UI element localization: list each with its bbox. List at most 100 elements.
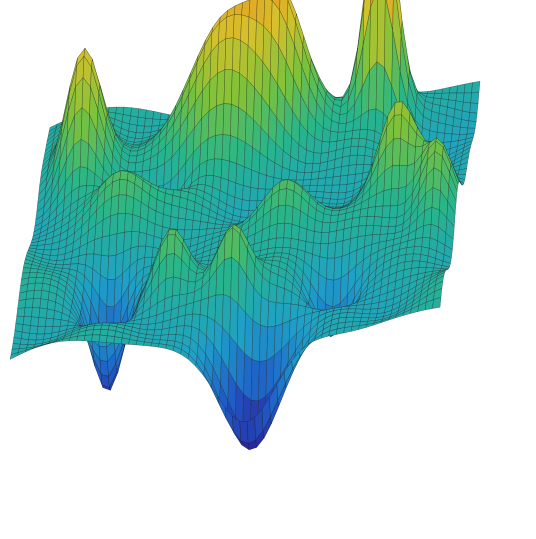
surface-facet xyxy=(166,234,176,255)
surface-facet xyxy=(267,300,277,328)
surface-facet xyxy=(167,334,177,342)
surface-facet xyxy=(347,308,357,314)
surface-facet xyxy=(106,335,115,344)
surface-facet xyxy=(362,303,372,310)
surface-facet xyxy=(449,85,459,94)
surface-facet xyxy=(470,92,480,104)
surface-facet xyxy=(369,308,379,315)
surface-facet xyxy=(469,102,479,114)
surface-facet xyxy=(314,219,323,233)
surface-facet xyxy=(303,172,313,181)
surface-facet xyxy=(411,260,421,269)
surface-facet xyxy=(374,108,384,136)
surface-facet xyxy=(107,329,116,337)
surface-facet xyxy=(22,267,31,274)
surface-facet xyxy=(44,326,54,335)
surface-facet xyxy=(36,326,46,335)
surface-facet xyxy=(46,308,55,320)
surface-facet xyxy=(407,142,416,167)
surface-facet xyxy=(106,279,116,308)
surface-facet xyxy=(35,277,44,284)
surface-facet xyxy=(151,118,161,127)
surface-facet xyxy=(130,107,140,118)
surface-facet xyxy=(115,231,125,256)
surface-facet xyxy=(387,226,397,235)
surface-facet xyxy=(359,207,369,218)
surface-facet xyxy=(128,155,138,164)
surface-facet xyxy=(310,171,320,180)
surface-facet xyxy=(93,324,103,330)
surface-facet xyxy=(341,155,351,167)
surface-facet xyxy=(413,246,422,255)
surface-facet xyxy=(382,188,392,207)
surface-facet xyxy=(135,125,145,134)
surface-facet xyxy=(331,184,340,194)
surface-facet xyxy=(463,92,472,104)
surface-facet xyxy=(144,118,153,127)
surface-facet xyxy=(308,185,318,192)
surface-facet xyxy=(32,298,41,309)
surface-facet xyxy=(322,191,332,200)
surface-facet xyxy=(22,324,31,334)
surface-facet xyxy=(346,174,356,185)
surface-facet xyxy=(167,229,177,236)
surface-facet xyxy=(448,92,457,102)
surface-facet xyxy=(224,37,234,70)
surface-facet xyxy=(237,107,247,143)
surface-facet xyxy=(302,179,312,187)
surface-facet xyxy=(240,209,249,218)
surface-facet xyxy=(337,192,347,200)
surface-facet xyxy=(34,282,43,291)
surface-facet xyxy=(231,69,240,108)
surface-facet xyxy=(324,176,334,186)
surface-facet xyxy=(344,130,353,141)
surface-facet xyxy=(239,40,249,80)
surface-facet xyxy=(99,359,109,377)
surface-facet xyxy=(318,169,328,179)
surface-facet xyxy=(351,129,361,139)
surface-facet xyxy=(325,278,334,308)
surface-facet xyxy=(108,233,118,257)
surface-facet xyxy=(250,169,260,189)
surface-facet xyxy=(119,170,129,181)
surface-facet xyxy=(343,326,353,334)
surface-facet xyxy=(349,146,359,156)
surface-facet xyxy=(241,0,251,18)
surface-facet xyxy=(241,199,250,211)
surface-facet xyxy=(268,282,278,304)
surface-facet xyxy=(184,218,194,231)
surface-facet xyxy=(55,259,65,265)
surface-facet xyxy=(283,222,293,239)
surface-facet xyxy=(91,334,101,343)
surface-facet xyxy=(320,232,330,244)
surface-facet xyxy=(192,220,201,230)
surface-facet xyxy=(311,163,321,173)
surface-facet xyxy=(230,256,240,305)
surface-facet xyxy=(183,229,193,241)
surface-facet xyxy=(22,316,32,326)
surface-facet xyxy=(222,103,232,136)
surface-facet xyxy=(367,206,376,217)
surface-facet xyxy=(146,329,155,336)
surface-facet xyxy=(170,204,180,219)
surface-facet xyxy=(366,216,375,226)
surface-facet xyxy=(29,325,39,335)
surface-facet xyxy=(206,222,216,230)
surface-facet xyxy=(39,298,49,310)
surface-facet xyxy=(391,164,400,190)
surface-facet xyxy=(329,214,339,224)
surface-facet xyxy=(353,312,363,318)
surface-facet xyxy=(12,337,22,345)
surface-facet xyxy=(244,312,254,360)
surface-facet xyxy=(393,114,402,140)
surface-facet xyxy=(282,237,292,248)
surface-facet xyxy=(79,166,88,187)
surface-facet xyxy=(257,172,267,190)
surface-facet xyxy=(422,224,432,239)
surface-facet xyxy=(134,161,144,173)
surface-facet xyxy=(329,130,339,143)
surface-facet xyxy=(313,231,322,244)
surface-facet xyxy=(275,285,285,304)
surface-facet xyxy=(230,103,239,139)
